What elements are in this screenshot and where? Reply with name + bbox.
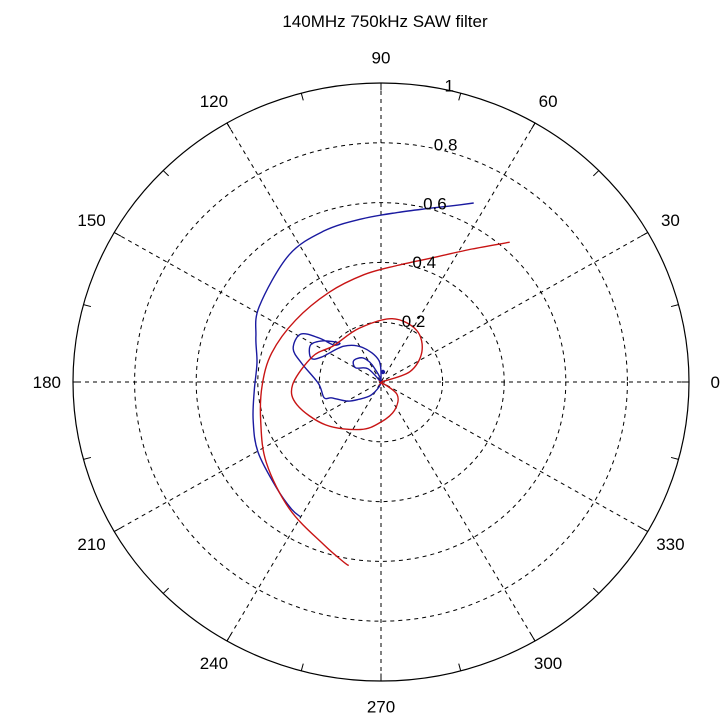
outer-tick xyxy=(114,527,122,532)
outer-tick xyxy=(162,587,170,594)
outer-tick xyxy=(162,170,170,177)
angle-tick-label: 150 xyxy=(77,211,105,230)
series-line-1 xyxy=(259,241,510,567)
outer-tick xyxy=(640,527,648,532)
outer-tick xyxy=(300,663,304,671)
series-line-0 xyxy=(252,202,474,518)
outer-tick xyxy=(592,170,600,177)
angle-tick-label: 240 xyxy=(200,654,228,673)
angle-tick-label: 60 xyxy=(539,92,558,111)
angle-tick-label: 180 xyxy=(33,373,61,392)
outer-tick xyxy=(640,232,648,237)
outer-tick xyxy=(114,232,122,237)
outer-tick xyxy=(458,93,462,101)
angle-tick-label: 90 xyxy=(372,49,391,68)
outer-tick xyxy=(226,122,232,130)
angle-tick-label: 330 xyxy=(656,535,684,554)
radial-tick-label: 0.6 xyxy=(423,194,447,213)
outer-tick xyxy=(226,634,232,642)
series-group: × xyxy=(252,202,510,567)
origin-marker: × xyxy=(377,376,384,390)
series-line-2 xyxy=(292,332,382,402)
outer-tick xyxy=(83,304,92,308)
outer-tick xyxy=(83,456,92,460)
angle-tick-label: 210 xyxy=(77,535,105,554)
chart-title: 140MHz 750kHz SAW filter xyxy=(282,12,488,31)
origin-marker xyxy=(380,369,386,375)
outer-tick xyxy=(300,93,304,101)
radial-tick-label: 0.8 xyxy=(434,135,458,154)
radial-tick-label: 0.2 xyxy=(402,312,426,331)
series-line-3 xyxy=(290,317,423,431)
outer-tick xyxy=(530,122,536,130)
radial-tick-label: 1 xyxy=(444,77,453,96)
tick-labels: 0 30 60 90 120 150 180 210 240 270 300 330 0.2 0.4 0.6… xyxy=(33,49,720,715)
angle-tick-label: 300 xyxy=(534,654,562,673)
outer-tick xyxy=(530,634,536,642)
outer-tick xyxy=(670,456,679,460)
outer-tick xyxy=(458,663,462,671)
angle-tick-label: 0 xyxy=(710,373,719,392)
radial-grid-circle xyxy=(318,321,444,443)
outer-tick xyxy=(670,304,679,308)
angle-tick-label: 120 xyxy=(200,92,228,111)
outer-tick xyxy=(592,587,600,594)
angle-tick-label: 270 xyxy=(367,697,395,715)
radial-tick-label: 0.4 xyxy=(412,253,436,272)
angle-tick-label: 30 xyxy=(661,211,680,230)
